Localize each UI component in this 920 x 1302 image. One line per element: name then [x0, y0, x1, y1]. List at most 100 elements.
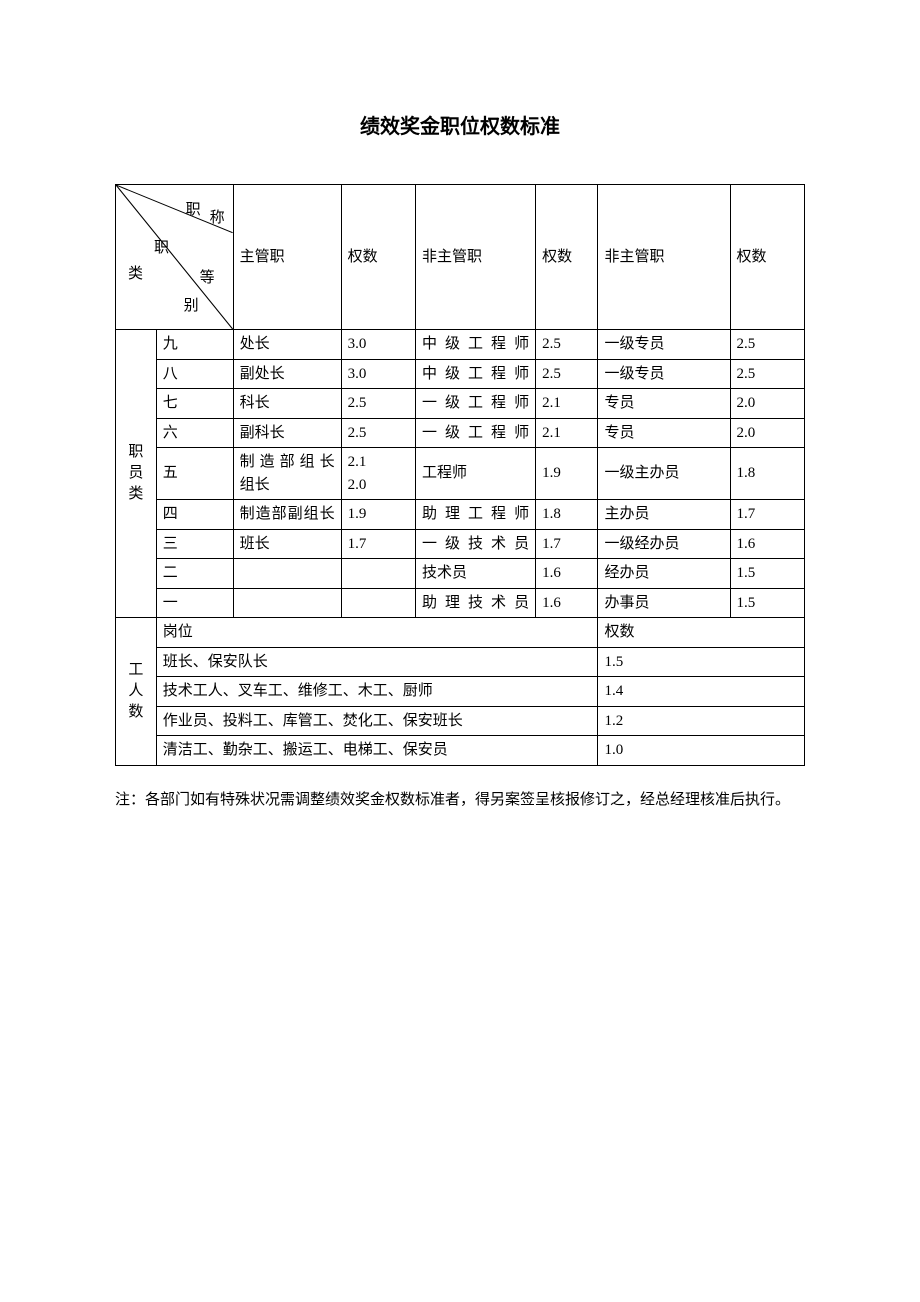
- w2-cell: 1.6: [536, 559, 598, 589]
- diag-label-zhi1: 职: [186, 199, 201, 222]
- diag-label-cheng: 称: [210, 207, 225, 230]
- pos3-cell: 一级经办员: [598, 529, 730, 559]
- w1-cell: 2.5: [341, 389, 415, 419]
- worker-label-cell: 技术工人、叉车工、维修工、木工、厨师: [156, 677, 598, 707]
- w1-cell: 3.0: [341, 359, 415, 389]
- w3-cell: 2.0: [730, 389, 804, 419]
- worker-category-label: 工人数: [116, 618, 157, 766]
- worker-weight-cell: 1.0: [598, 736, 805, 766]
- pos2-cell: 助理技术员: [416, 588, 536, 618]
- pos1-cell: 班长: [233, 529, 341, 559]
- pos3-cell: 经办员: [598, 559, 730, 589]
- table-row: 六副科长2.5一级工程师2.1专员2.0: [116, 418, 805, 448]
- w1-cell: [341, 559, 415, 589]
- level-cell: 六: [156, 418, 233, 448]
- w3-cell: 1.7: [730, 500, 804, 530]
- worker-weight-cell: 1.5: [598, 647, 805, 677]
- w1-cell: 2.5: [341, 418, 415, 448]
- worker-header-label: 岗位: [156, 618, 598, 648]
- table-row: 三班长1.7一级技术员1.7一级经办员1.6: [116, 529, 805, 559]
- w1-cell: 3.0: [341, 330, 415, 360]
- header-w3: 权数: [730, 185, 804, 330]
- worker-weight-cell: 1.2: [598, 706, 805, 736]
- pos2-cell: 助理工程师: [416, 500, 536, 530]
- w2-cell: 1.9: [536, 448, 598, 500]
- table-row: 四制造部副组长1.9助理工程师1.8主办员1.7: [116, 500, 805, 530]
- level-cell: 三: [156, 529, 233, 559]
- level-cell: 五: [156, 448, 233, 500]
- footnote: 注：各部门如有特殊状况需调整绩效奖金权数标准者，得另案签呈核报修订之，经总经理核…: [115, 788, 805, 813]
- pos3-cell: 专员: [598, 389, 730, 419]
- table-row: 技术工人、叉车工、维修工、木工、厨师1.4: [116, 677, 805, 707]
- pos2-cell: 工程师: [416, 448, 536, 500]
- w2-cell: 2.1: [536, 389, 598, 419]
- w2-cell: 2.5: [536, 359, 598, 389]
- pos2-cell: 技术员: [416, 559, 536, 589]
- worker-header-weight: 权数: [598, 618, 805, 648]
- table-row: 一助理技术员1.6办事员1.5: [116, 588, 805, 618]
- worker-weight-cell: 1.4: [598, 677, 805, 707]
- pos3-cell: 专员: [598, 418, 730, 448]
- diagonal-header: 职 称 职 类 等 别: [116, 185, 234, 330]
- pos3-cell: 一级专员: [598, 359, 730, 389]
- pos2-cell: 一级工程师: [416, 418, 536, 448]
- w2-cell: 2.5: [536, 330, 598, 360]
- worker-label-cell: 清洁工、勤杂工、搬运工、电梯工、保安员: [156, 736, 598, 766]
- pos3-cell: 办事员: [598, 588, 730, 618]
- header-pos2: 非主管职: [416, 185, 536, 330]
- worker-label-cell: 作业员、投料工、库管工、焚化工、保安班长: [156, 706, 598, 736]
- w3-cell: 1.5: [730, 588, 804, 618]
- diag-label-zhi2: 职: [154, 237, 169, 260]
- diag-label-lei: 类: [128, 263, 143, 286]
- level-cell: 八: [156, 359, 233, 389]
- level-cell: 九: [156, 330, 233, 360]
- pos3-cell: 一级主办员: [598, 448, 730, 500]
- page-title: 绩效奖金职位权数标准: [115, 110, 805, 139]
- table-row: 八副处长3.0中级工程师2.5一级专员2.5: [116, 359, 805, 389]
- pos1-cell: [233, 588, 341, 618]
- staff-category-label: 职员类: [116, 330, 157, 618]
- pos1-cell: 制造部副组长: [233, 500, 341, 530]
- w3-cell: 1.6: [730, 529, 804, 559]
- pos3-cell: 主办员: [598, 500, 730, 530]
- header-pos3: 非主管职: [598, 185, 730, 330]
- table-row: 作业员、投料工、库管工、焚化工、保安班长1.2: [116, 706, 805, 736]
- pos2-cell: 中级工程师: [416, 330, 536, 360]
- w3-cell: 1.8: [730, 448, 804, 500]
- level-cell: 七: [156, 389, 233, 419]
- header-row: 职 称 职 类 等 别 主管职 权数 非主管职 权数 非主管职 权数: [116, 185, 805, 330]
- header-w1: 权数: [341, 185, 415, 330]
- w2-cell: 1.7: [536, 529, 598, 559]
- worker-header-row: 工人数岗位权数: [116, 618, 805, 648]
- pos1-cell: 制造部组长组长: [233, 448, 341, 500]
- header-pos1: 主管职: [233, 185, 341, 330]
- diag-label-bie: 别: [184, 295, 199, 318]
- level-cell: 四: [156, 500, 233, 530]
- pos1-cell: 科长: [233, 389, 341, 419]
- table-row: 二技术员1.6经办员1.5: [116, 559, 805, 589]
- table-row: 七科长2.5一级工程师2.1专员2.0: [116, 389, 805, 419]
- table-row: 班长、保安队长1.5: [116, 647, 805, 677]
- table-row: 清洁工、勤杂工、搬运工、电梯工、保安员1.0: [116, 736, 805, 766]
- pos1-cell: 副科长: [233, 418, 341, 448]
- table-row: 职员类九处长3.0中级工程师2.5一级专员2.5: [116, 330, 805, 360]
- w2-cell: 1.6: [536, 588, 598, 618]
- w3-cell: 2.5: [730, 359, 804, 389]
- pos1-cell: 处长: [233, 330, 341, 360]
- pos2-cell: 一级工程师: [416, 389, 536, 419]
- w1-cell: 2.12.0: [341, 448, 415, 500]
- w1-cell: 1.7: [341, 529, 415, 559]
- worker-label-cell: 班长、保安队长: [156, 647, 598, 677]
- w1-cell: 1.9: [341, 500, 415, 530]
- header-w2: 权数: [536, 185, 598, 330]
- pos2-cell: 一级技术员: [416, 529, 536, 559]
- pos1-cell: [233, 559, 341, 589]
- w1-cell: [341, 588, 415, 618]
- level-cell: 二: [156, 559, 233, 589]
- w3-cell: 2.5: [730, 330, 804, 360]
- diag-label-deng: 等: [200, 267, 215, 290]
- w2-cell: 1.8: [536, 500, 598, 530]
- w3-cell: 2.0: [730, 418, 804, 448]
- pos2-cell: 中级工程师: [416, 359, 536, 389]
- pos3-cell: 一级专员: [598, 330, 730, 360]
